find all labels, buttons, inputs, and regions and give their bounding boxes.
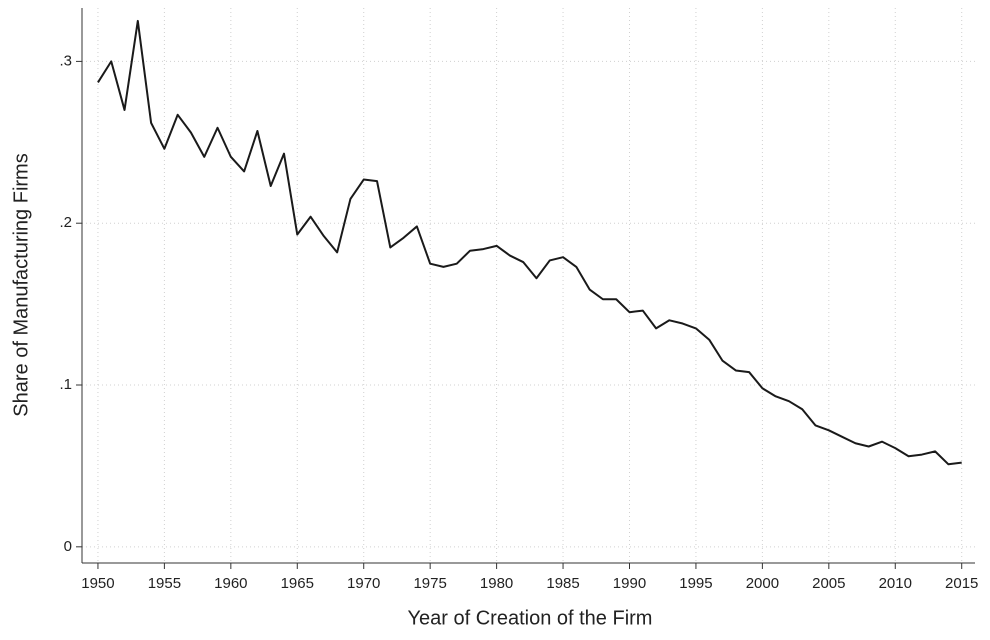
x-tick-label: 1980 (480, 575, 513, 592)
x-tick-label: 1955 (148, 575, 181, 592)
x-tick-label: 2010 (879, 575, 912, 592)
x-tick-label: 2015 (945, 575, 978, 592)
x-tick-label: 2005 (812, 575, 845, 592)
x-tick-label: 1970 (347, 575, 380, 592)
x-tick-label: 1960 (214, 575, 247, 592)
y-axis-label: Share of Manufacturing Firms (10, 153, 32, 416)
y-tick-label: 0 (64, 538, 72, 555)
x-tick-label: 1975 (413, 575, 446, 592)
y-tick-label: .3 (59, 52, 72, 69)
y-tick-label: .1 (59, 376, 72, 393)
x-tick-label: 1965 (281, 575, 314, 592)
x-axis-label: Year of Creation of the Firm (408, 607, 653, 629)
x-tick-label: 1990 (613, 575, 646, 592)
x-tick-label: 2000 (746, 575, 779, 592)
x-tick-label: 1985 (546, 575, 579, 592)
y-tick-label: .2 (59, 214, 72, 231)
x-tick-label: 1950 (81, 575, 114, 592)
x-tick-label: 1995 (679, 575, 712, 592)
data-line (97, 19, 962, 466)
